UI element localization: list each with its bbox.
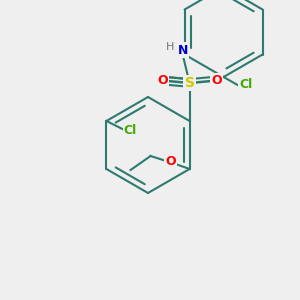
Text: S: S [184,76,195,90]
Text: Cl: Cl [124,124,137,137]
Text: O: O [165,154,176,167]
Text: H: H [165,42,174,52]
Text: O: O [211,74,222,88]
Text: N: N [177,44,188,56]
Text: O: O [157,74,168,88]
Text: Cl: Cl [239,79,252,92]
